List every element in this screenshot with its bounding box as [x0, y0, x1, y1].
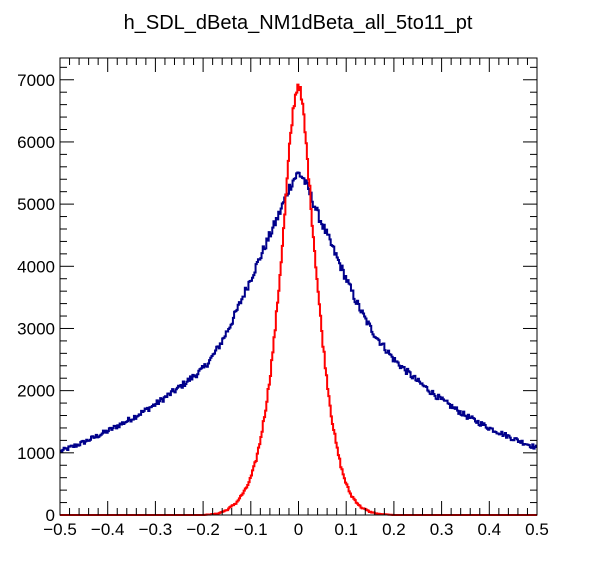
y-tick-label: 4000	[17, 257, 55, 276]
x-tick-label: 0.1	[334, 520, 358, 539]
x-tick-label: −0.5	[43, 520, 77, 539]
y-tick-label: 1000	[17, 444, 55, 463]
x-tick-label: 0	[294, 520, 303, 539]
x-tick-label: −0.2	[186, 520, 220, 539]
x-tick-label: 0.2	[382, 520, 406, 539]
series-layer	[60, 83, 537, 516]
x-tick-label: −0.3	[139, 520, 173, 539]
x-tick-label: 0.5	[525, 520, 549, 539]
x-tick-label: 0.3	[430, 520, 454, 539]
y-tick-label: 3000	[17, 319, 55, 338]
x-tick-label: 0.4	[477, 520, 501, 539]
series-0-line	[60, 171, 537, 453]
series-1-line	[60, 83, 537, 516]
y-tick-label: 5000	[17, 195, 55, 214]
x-tick-label: −0.4	[91, 520, 125, 539]
y-tick-label: 0	[46, 506, 55, 525]
plot-frame	[59, 57, 538, 516]
y-tick-label: 2000	[17, 382, 55, 401]
axis-layer: −0.5 −0.4 −0.3 −0.2 −0.1 0 0.1 0.2 0.3 0.4 0.5 0 100…	[17, 58, 549, 539]
x-tick-label: −0.1	[234, 520, 268, 539]
y-tick-label: 6000	[17, 133, 55, 152]
chart-title: h_SDL_dBeta_NM1dBeta_all_5to11_pt	[124, 12, 473, 34]
y-tick-label: 7000	[17, 71, 55, 90]
